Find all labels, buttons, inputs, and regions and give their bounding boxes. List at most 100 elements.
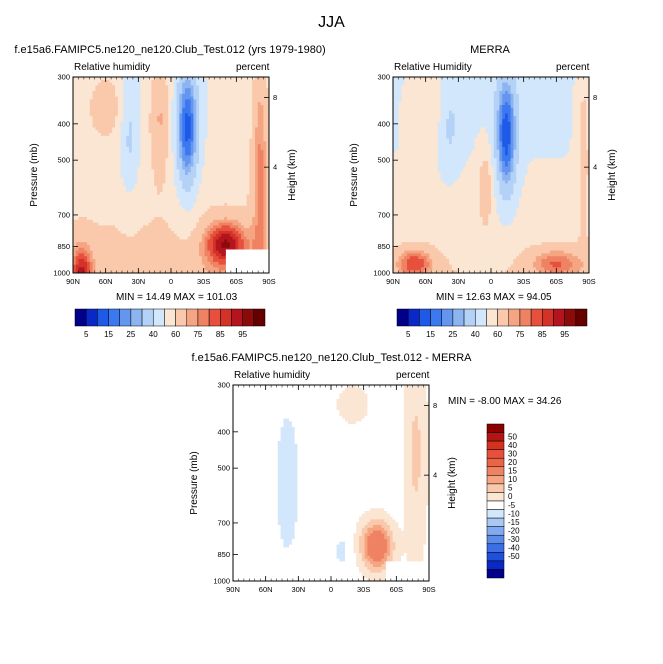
panel3-colorbar-label: 15 [508, 467, 517, 476]
panel3-colorbar-label: 5 [508, 484, 513, 493]
panel2-y-tick: 850 [377, 242, 390, 251]
panel3-stats: MIN = -8.00 MAX = 34.26 [448, 396, 562, 407]
panel3-colorbar-label: 0 [508, 492, 513, 501]
panel3-title: f.e15a6.FAMIPC5.ne120_ne120.Club_Test.01… [191, 352, 472, 364]
panel2-y-tick: 400 [377, 119, 390, 128]
panel1-y-tick: 700 [57, 210, 70, 219]
panel2-x-tick: 30N [451, 277, 465, 286]
panel3-x-tick: 0 [329, 585, 333, 594]
panel2-field [393, 77, 589, 273]
panel1-x-tick: 60S [230, 277, 243, 286]
panel3-colorbar-label: -20 [508, 526, 520, 535]
panel2-y2-tick: 8 [593, 93, 597, 102]
panel3-y2-tick: 4 [433, 471, 437, 480]
panel1-colorbar-label: 40 [149, 330, 158, 339]
panel1-x-tick: 90N [66, 277, 80, 286]
panel3-y-tick: 1000 [213, 577, 230, 586]
panel3-colorbar-label: -40 [508, 544, 520, 553]
panel3-y-tick: 850 [217, 550, 230, 559]
figure-title: JJA [318, 14, 345, 31]
panel3-colorbar-label: 50 [508, 432, 517, 441]
panel2-y-tick: 500 [377, 156, 390, 165]
panel1-y-tick: 300 [57, 73, 70, 82]
panel3-x-tick: 30S [357, 585, 370, 594]
panel3-y-axis-label: Pressure (mb) [189, 451, 200, 514]
panel3-x-tick: 30N [291, 585, 305, 594]
panel3-y-tick: 400 [217, 427, 230, 436]
panel1-colorbar-label: 75 [193, 330, 202, 339]
panel1-colorbar-label: 85 [216, 330, 225, 339]
panel3-colorbar-label: -30 [508, 535, 520, 544]
panel3-x-tick: 60N [259, 585, 273, 594]
panel3-x-tick: 90N [226, 585, 240, 594]
panel3-y-tick: 500 [217, 464, 230, 473]
panel2-x-tick: 60S [550, 277, 563, 286]
panel2-colorbar: 5 15 25 40 60 75 85 95 [396, 308, 588, 339]
panel3-colorbar-label: -5 [508, 501, 516, 510]
panel1-field [73, 77, 269, 273]
panel2-y-tick: 700 [377, 210, 390, 219]
panel2-x-tick: 0 [489, 277, 493, 286]
panel3-y-tick: 300 [217, 381, 230, 390]
panel2-stats: MIN = 12.63 MAX = 94.05 [436, 292, 552, 303]
panel1-colorbar-label: 95 [238, 330, 247, 339]
panel2-y-axis-label: Pressure (mb) [349, 143, 360, 206]
panel1-stats: MIN = 14.49 MAX = 101.03 [116, 292, 238, 303]
panel1-x-tick: 30S [197, 277, 210, 286]
panel3-x-tick: 90S [422, 585, 435, 594]
panel1-colorbar-label: 15 [104, 330, 113, 339]
panel2-y2-axis-label: Height (km) [607, 149, 618, 201]
panel3-y-tick: 700 [217, 518, 230, 527]
panel2-left-label: Relative Humidity [394, 62, 472, 73]
panel3-y2-axis-label: Height (km) [447, 457, 458, 509]
panel2-colorbar-label: 5 [406, 330, 411, 339]
panel2-title: MERRA [470, 44, 510, 56]
panel3-colorbar-label: -50 [508, 552, 520, 561]
panel3-y2-tick: 8 [433, 401, 437, 410]
panel1-y-tick: 1000 [53, 269, 70, 278]
panel2-colorbar-label: 15 [426, 330, 435, 339]
panel2-x-tick: 90S [582, 277, 595, 286]
panel1-x-tick: 30N [131, 277, 145, 286]
panel3-colorbar-label: 10 [508, 475, 517, 484]
panel3-colorbar-label: -15 [508, 518, 520, 527]
panel2-y-tick: 300 [377, 73, 390, 82]
panel2-colorbar-label: 85 [538, 330, 547, 339]
panel3-right-label: percent [396, 370, 430, 381]
panel2-x-tick: 90N [386, 277, 400, 286]
panel1-y-tick: 500 [57, 156, 70, 165]
panel1-y-axis-label: Pressure (mb) [29, 143, 40, 206]
panel1-colorbar-label: 5 [84, 330, 89, 339]
panel2-y-tick: 1000 [373, 269, 390, 278]
panel3-colorbar-label: 30 [508, 449, 517, 458]
panel3-x-tick: 60S [390, 585, 403, 594]
panel1-y-tick: 850 [57, 242, 70, 251]
panel1-colorbar: 5 15 25 40 60 75 85 95 [74, 308, 266, 339]
panel3-field [233, 385, 429, 581]
panel1-x-tick: 0 [169, 277, 173, 286]
panel3-colorbar-label: 20 [508, 458, 517, 467]
panel3-colorbar-label: 40 [508, 441, 517, 450]
panel1-y-tick: 400 [57, 119, 70, 128]
panel1-colorbar-label: 60 [171, 330, 180, 339]
panel1-x-tick: 60N [99, 277, 113, 286]
panel1-y2-tick: 4 [273, 163, 277, 172]
panel1-y2-axis-label: Height (km) [287, 149, 298, 201]
panel2-colorbar-label: 40 [471, 330, 480, 339]
panel2-right-label: percent [556, 62, 590, 73]
panel1-colorbar-label: 25 [126, 330, 135, 339]
panel1-y2-tick: 8 [273, 93, 277, 102]
panel2-colorbar-label: 75 [515, 330, 524, 339]
panel2-x-tick: 30S [517, 277, 530, 286]
panel2-y2-tick: 4 [593, 163, 597, 172]
panel1-title: f.e15a6.FAMIPC5.ne120_ne120.Club_Test.01… [14, 44, 326, 56]
panel2-colorbar-label: 60 [493, 330, 502, 339]
panel2-colorbar-label: 25 [448, 330, 457, 339]
panel3-left-label: Relative humidity [234, 370, 311, 381]
panel1-x-tick: 90S [262, 277, 275, 286]
panel3-colorbar-label: -10 [508, 509, 520, 518]
panel2-x-tick: 60N [419, 277, 433, 286]
panel1-left-label: Relative humidity [74, 62, 151, 73]
